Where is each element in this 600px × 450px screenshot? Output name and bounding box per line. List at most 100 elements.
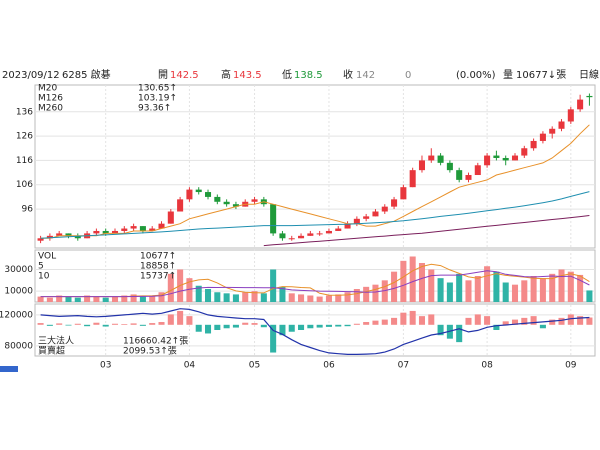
net-buy-bar xyxy=(251,323,258,325)
volume-bar xyxy=(446,282,453,302)
net-buy-bar xyxy=(325,324,332,327)
candle-body xyxy=(74,235,81,239)
volume-bar xyxy=(465,280,472,302)
candle-body xyxy=(298,235,305,239)
net-buy-bar xyxy=(232,324,239,328)
net-buy-bar xyxy=(111,323,119,325)
net-buy-bar xyxy=(205,324,212,334)
net-buy-bar xyxy=(223,324,230,329)
high-value: 143.5 xyxy=(233,70,262,81)
candle-body xyxy=(428,155,435,161)
volume-bar xyxy=(102,297,109,302)
candle-body xyxy=(511,155,519,161)
volume-bar xyxy=(186,278,193,302)
net-buy-bar xyxy=(558,317,565,325)
volume-bar xyxy=(65,296,72,302)
volume-bar xyxy=(139,296,146,302)
candle-body xyxy=(139,226,146,231)
price-panel xyxy=(34,84,596,249)
stock: 6285 啟碁 xyxy=(62,68,111,81)
volume-bar xyxy=(530,276,537,302)
net-buy-bar xyxy=(409,310,416,325)
net-buy-bar xyxy=(84,324,91,327)
net-buy-bar xyxy=(74,323,81,325)
candle-body xyxy=(577,99,584,110)
legend-value: 2099.53↑張 xyxy=(123,346,177,357)
y-tick-label: 10000 xyxy=(4,287,33,297)
corner-tag xyxy=(0,366,18,372)
close-value: 142 xyxy=(356,70,375,81)
volume-bar xyxy=(111,296,119,302)
volume-bar xyxy=(307,295,314,302)
net-buy-bar xyxy=(437,324,444,336)
legend-name: 買賣超 xyxy=(38,345,65,357)
candle-body xyxy=(186,189,193,200)
candle-body xyxy=(214,196,221,202)
candle-body xyxy=(530,140,537,149)
candle-body xyxy=(363,216,370,219)
candle-body xyxy=(353,218,360,224)
net-buy-bar xyxy=(93,322,100,325)
net-buy-bar xyxy=(270,324,277,353)
candle-body xyxy=(549,128,556,134)
net-buy-bar xyxy=(428,314,435,325)
volume-bar xyxy=(549,273,556,302)
net-buy-bar xyxy=(279,324,286,336)
volume-bar xyxy=(195,285,202,302)
legend-value: 130.65↑ xyxy=(138,84,177,94)
volume-bar xyxy=(158,292,165,302)
volume-bar xyxy=(232,294,239,302)
candle-body xyxy=(558,121,565,129)
volume-bar xyxy=(251,291,258,302)
net-buy-bar xyxy=(353,323,360,325)
candle-body xyxy=(288,238,295,240)
volume-bar xyxy=(428,269,435,302)
candle-body xyxy=(381,206,388,212)
net-buy-bar xyxy=(577,316,584,325)
low-value: 138.5 xyxy=(294,70,323,81)
net-buy-bar xyxy=(539,324,546,329)
header: 2023/09/12 6285 啟碁 開 142.5 高 143.5 低 138… xyxy=(2,68,599,81)
net-buy-bar xyxy=(214,324,221,330)
volume-bar xyxy=(502,282,509,302)
candle-body xyxy=(409,170,416,188)
open-value: 142.5 xyxy=(170,70,199,81)
legend-value: 93.36↑ xyxy=(138,104,171,114)
volume-bar xyxy=(279,286,286,302)
candle-body xyxy=(474,165,481,176)
volume-bar xyxy=(288,293,295,302)
volume-value: 10677↓張 xyxy=(516,69,566,81)
volume-bar xyxy=(335,294,342,302)
volume-bar xyxy=(400,260,407,302)
net-buy-bar xyxy=(37,323,44,325)
net-buy-bar xyxy=(381,319,388,325)
volume-bar xyxy=(205,289,212,302)
net-buy-bar xyxy=(335,324,342,327)
candle-body xyxy=(493,155,500,158)
institutional-panel xyxy=(34,303,596,357)
net-buy-bar xyxy=(130,323,137,325)
y-tick-label: 96 xyxy=(22,205,34,215)
volume-bar xyxy=(474,276,481,302)
candle-body xyxy=(158,223,165,229)
candle-body xyxy=(279,233,286,239)
volume-bar xyxy=(260,293,267,302)
net-buy-bar xyxy=(316,324,323,328)
y-tick-label: 126 xyxy=(16,132,33,142)
candle-body xyxy=(102,230,109,234)
volume-bar xyxy=(586,290,593,302)
candle-body xyxy=(56,233,63,236)
candle-body xyxy=(400,187,407,200)
volume-bar xyxy=(409,256,416,302)
candle-body xyxy=(307,233,314,236)
institutional-line xyxy=(40,308,590,355)
legend-value: 10677↑ xyxy=(140,252,176,262)
candle-body xyxy=(195,189,202,193)
candle-body xyxy=(344,223,351,229)
volume-bar xyxy=(577,274,584,302)
volume-bar xyxy=(214,292,221,302)
volume-bar xyxy=(74,297,81,302)
candle-body xyxy=(93,230,100,234)
volume-label: 量 xyxy=(503,69,513,81)
